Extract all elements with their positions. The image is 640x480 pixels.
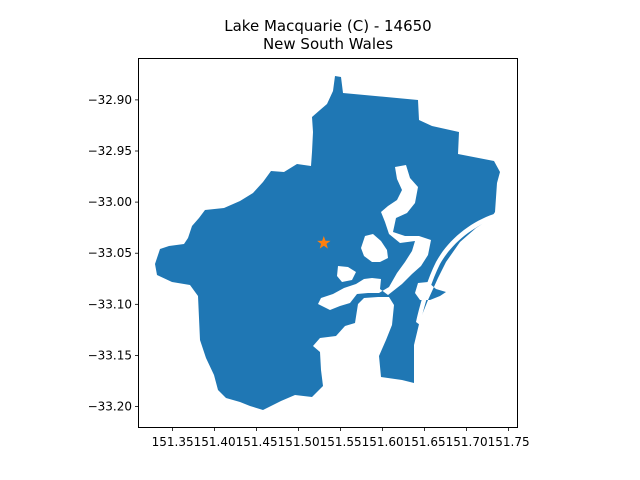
y-tick-label: −33.00 — [88, 195, 132, 209]
x-axis: 151.35 151.40 151.45 151.50 151.55 151.60 151.… — [152, 427, 530, 449]
plot-frame — [138, 58, 518, 428]
y-tick-label: −33.05 — [88, 246, 132, 260]
map-title-line2: New South Wales — [263, 35, 393, 53]
marker-layer — [317, 236, 331, 249]
y-tick-label: −32.95 — [88, 144, 132, 158]
y-axis: −32.90 −32.95 −33.00 −33.05 −33.10 −33.15 −33.… — [88, 93, 139, 414]
x-tick-label: 151.70 — [446, 435, 488, 449]
location-star-marker — [317, 236, 331, 249]
y-tick-label: −33.10 — [88, 297, 132, 311]
y-tick-label: −33.15 — [88, 348, 132, 362]
x-tick-label: 151.60 — [362, 435, 404, 449]
x-tick-label: 151.55 — [320, 435, 362, 449]
x-tick-label: 151.75 — [488, 435, 530, 449]
x-tick-label: 151.65 — [404, 435, 446, 449]
x-tick-label: 151.35 — [152, 435, 194, 449]
x-tick-label: 151.45 — [236, 435, 278, 449]
x-tick-label: 151.50 — [278, 435, 320, 449]
x-tick-label: 151.40 — [194, 435, 236, 449]
y-tick-label: −32.90 — [88, 93, 132, 107]
y-tick-label: −33.20 — [88, 400, 132, 414]
map-title-line1: Lake Macquarie (C) - 14650 — [224, 17, 431, 35]
